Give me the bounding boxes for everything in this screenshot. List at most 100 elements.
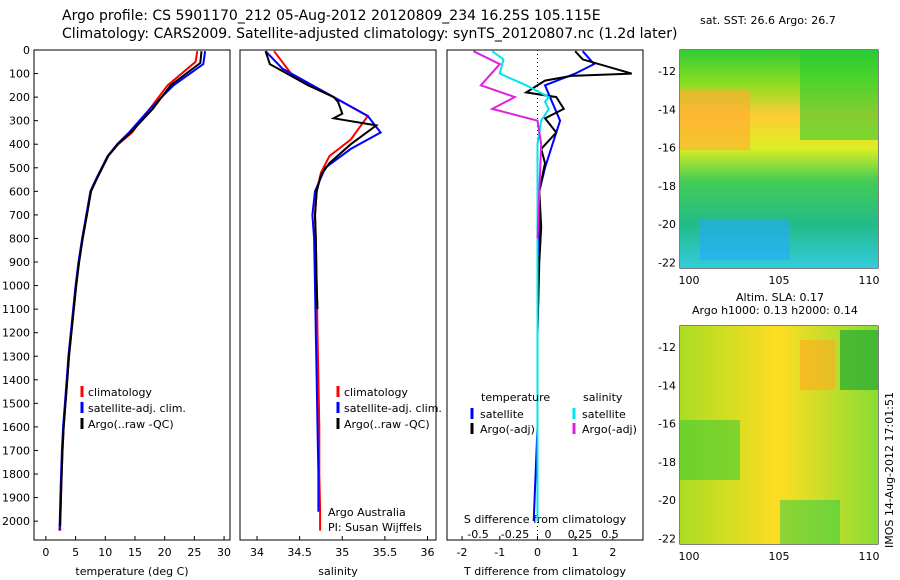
y-tick-label: 2000 [2, 515, 30, 528]
x-tick-label: 5 [72, 546, 79, 559]
sla-map-subtitle: Argo h1000: 0.13 h2000: 0.14 [692, 304, 858, 317]
legend-label: satellite [480, 408, 524, 421]
y-tick-label: 300 [9, 115, 30, 128]
x-tick-label: 36 [420, 546, 434, 559]
annotation-owner: Argo Australia [328, 506, 406, 519]
legend-label: Argo(-adj) [582, 423, 637, 436]
y-tick-label: 1400 [2, 374, 30, 387]
map-y-tick-label: -12 [658, 341, 676, 354]
x-tick-label: 15 [128, 546, 142, 559]
map-y-tick-label: -20 [658, 494, 676, 507]
x-tick-label: 30 [217, 546, 231, 559]
panel-0-frame [33, 49, 231, 541]
x-tick-label: 0 [534, 546, 541, 559]
x-tick-label: -1 [494, 546, 505, 559]
sst-green-patch [800, 50, 878, 140]
y-tick-label: 400 [9, 138, 30, 151]
top-axis-label: S difference from climatology [464, 513, 627, 526]
y-tick-label: 700 [9, 209, 30, 222]
map-y-tick-label: -14 [658, 103, 676, 116]
map-y-tick-label: -20 [658, 218, 676, 231]
sst-map-title: sat. SST: 26.6 Argo: 26.7 [700, 14, 836, 27]
map-y-tick-label: -14 [658, 379, 676, 392]
map-y-tick-label: -12 [658, 65, 676, 78]
climatology-subtitle: Climatology: CARS2009. Satellite-adjuste… [62, 26, 678, 42]
legend-label: climatology [88, 386, 152, 399]
profile-title: Argo profile: CS 5901170_212 05-Aug-2012… [62, 8, 601, 24]
legend-title: salinity [583, 391, 623, 404]
top-tick-label: 0 [545, 528, 552, 541]
legend-label: satellite-adj. clim. [88, 402, 186, 415]
top-tick-label: 0.25 [568, 528, 593, 541]
y-tick-label: 100 [9, 68, 30, 81]
y-tick-label: 500 [9, 162, 30, 175]
x-tick-label: 35 [335, 546, 349, 559]
y-tick-label: 1900 [2, 492, 30, 505]
map-x-tick-label: 105 [769, 550, 790, 563]
x-tick-label: 34.5 [287, 546, 312, 559]
map-x-tick-label: 110 [859, 550, 880, 563]
legend-label: satellite [582, 408, 626, 421]
legend-title: temperature [481, 391, 550, 404]
y-tick-label: 1300 [2, 350, 30, 363]
x-tick-label: 1 [572, 546, 579, 559]
map-y-tick-label: -18 [658, 456, 676, 469]
x-tick-label: 20 [158, 546, 172, 559]
map-x-tick-label: 105 [769, 274, 790, 287]
y-tick-label: 1600 [2, 421, 30, 434]
sla-green-patch-1 [680, 420, 740, 480]
sst-cool-patch [700, 220, 790, 260]
y-tick-label: 600 [9, 185, 30, 198]
map-y-tick-label: -22 [658, 532, 676, 545]
y-tick-label: 200 [9, 91, 30, 104]
panel-2-frame [446, 49, 644, 541]
sla-green-patch-2 [840, 330, 878, 390]
x-axis-label: temperature (deg C) [75, 565, 188, 578]
series-line-0-2 [59, 51, 203, 526]
x-axis-label: T difference from climatology [463, 565, 626, 578]
sla-orange-patch [800, 340, 835, 390]
top-tick-label: -0.5 [467, 528, 488, 541]
series-line-2-2 [491, 50, 551, 522]
y-tick-label: 1700 [2, 444, 30, 457]
legend-label: climatology [344, 386, 408, 399]
sst-warm-patch [680, 90, 750, 150]
top-tick-label: -0.25 [501, 528, 529, 541]
top-tick-label: 0.5 [601, 528, 619, 541]
map-x-tick-label: 100 [679, 550, 700, 563]
x-tick-label: 10 [98, 546, 112, 559]
map-x-tick-label: 110 [859, 274, 880, 287]
y-tick-label: 0 [23, 44, 30, 57]
series-line-2-1 [523, 50, 632, 427]
legend-label: Argo(..raw -QC) [88, 418, 174, 431]
map-y-tick-label: -22 [658, 256, 676, 269]
series-line-2-3 [472, 50, 543, 239]
y-tick-label: 1500 [2, 397, 30, 410]
x-tick-label: 0 [42, 546, 49, 559]
y-tick-label: 900 [9, 256, 30, 269]
y-tick-label: 1200 [2, 327, 30, 340]
sla-map-title: Altim. SLA: 0.17 [736, 291, 825, 304]
legend-label: satellite-adj. clim. [344, 402, 442, 415]
x-tick-label: 35.5 [373, 546, 398, 559]
sla-green-patch-3 [780, 500, 840, 544]
annotation-pi: PI: Susan Wijffels [328, 521, 422, 534]
map-y-tick-label: -16 [658, 142, 676, 155]
x-tick-label: 2 [609, 546, 616, 559]
y-tick-label: 800 [9, 232, 30, 245]
x-tick-label: -2 [457, 546, 468, 559]
series-line-1-1 [264, 50, 383, 512]
map-y-tick-label: -18 [658, 180, 676, 193]
x-tick-label: 25 [187, 546, 201, 559]
legend-label: Argo(..raw -QC) [344, 418, 430, 431]
x-axis-label: salinity [318, 565, 358, 578]
series-line-1-2 [264, 50, 379, 310]
y-tick-label: 1100 [2, 303, 30, 316]
panel-1-frame [239, 49, 437, 541]
y-tick-label: 1000 [2, 280, 30, 293]
legend-label: Argo(-adj) [480, 423, 535, 436]
map-x-tick-label: 100 [679, 274, 700, 287]
y-tick-label: 1800 [2, 468, 30, 481]
x-tick-label: 34 [250, 546, 264, 559]
